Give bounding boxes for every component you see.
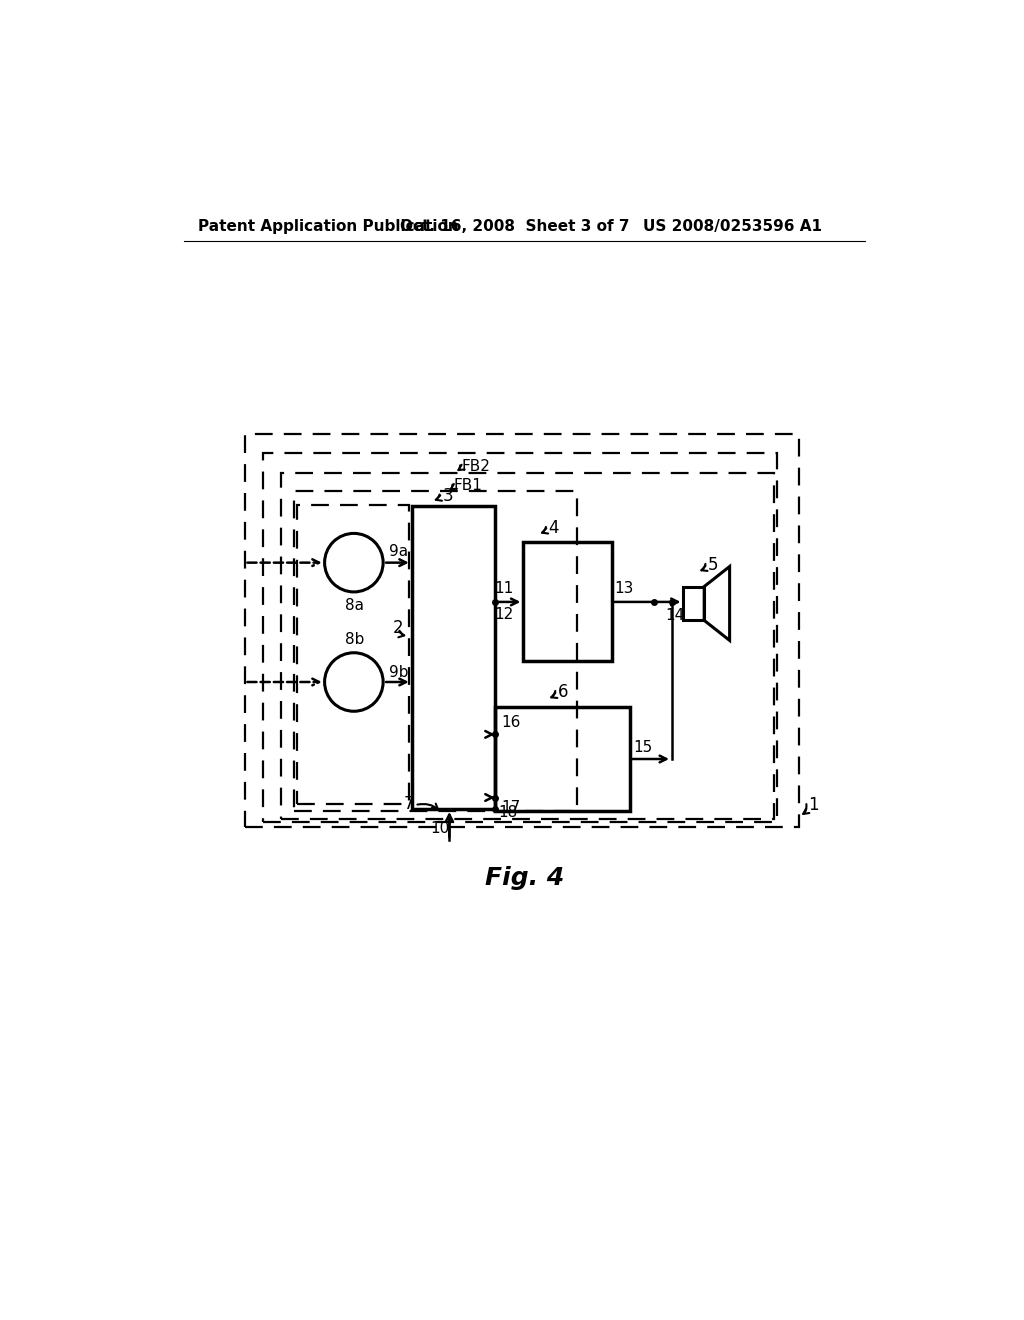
Text: 18: 18 <box>499 805 518 821</box>
Bar <box>282 473 774 818</box>
Text: 5: 5 <box>708 556 719 574</box>
Text: 9b: 9b <box>388 665 408 680</box>
Text: 6: 6 <box>558 682 568 701</box>
Text: Patent Application Publication: Patent Application Publication <box>199 219 459 234</box>
Text: 2: 2 <box>392 619 403 638</box>
Text: 16: 16 <box>502 715 521 730</box>
Text: 11: 11 <box>495 581 514 595</box>
Text: 4: 4 <box>549 519 559 537</box>
Text: 8a: 8a <box>345 598 364 612</box>
Bar <box>412 507 495 809</box>
Text: 1: 1 <box>808 796 819 814</box>
Text: 10: 10 <box>430 821 450 836</box>
Bar <box>523 541 611 661</box>
Text: 3: 3 <box>442 487 453 504</box>
Bar <box>263 453 777 822</box>
Text: 13: 13 <box>614 581 634 595</box>
Text: 15: 15 <box>634 741 652 755</box>
Text: Oct. 16, 2008  Sheet 3 of 7: Oct. 16, 2008 Sheet 3 of 7 <box>400 219 630 234</box>
Bar <box>245 434 799 826</box>
Bar <box>294 491 578 810</box>
Text: 8b: 8b <box>345 632 364 647</box>
Bar <box>297 506 409 804</box>
Text: FB2: FB2 <box>462 459 490 474</box>
Text: 12: 12 <box>495 607 514 622</box>
Text: 17: 17 <box>502 800 521 814</box>
Bar <box>495 708 630 812</box>
Bar <box>683 586 705 620</box>
Text: FB1: FB1 <box>454 478 483 494</box>
Text: Fig. 4: Fig. 4 <box>485 866 564 891</box>
Text: 7: 7 <box>403 795 414 813</box>
Text: 14: 14 <box>666 607 685 623</box>
Text: US 2008/0253596 A1: US 2008/0253596 A1 <box>643 219 821 234</box>
Text: 9a: 9a <box>388 544 408 558</box>
